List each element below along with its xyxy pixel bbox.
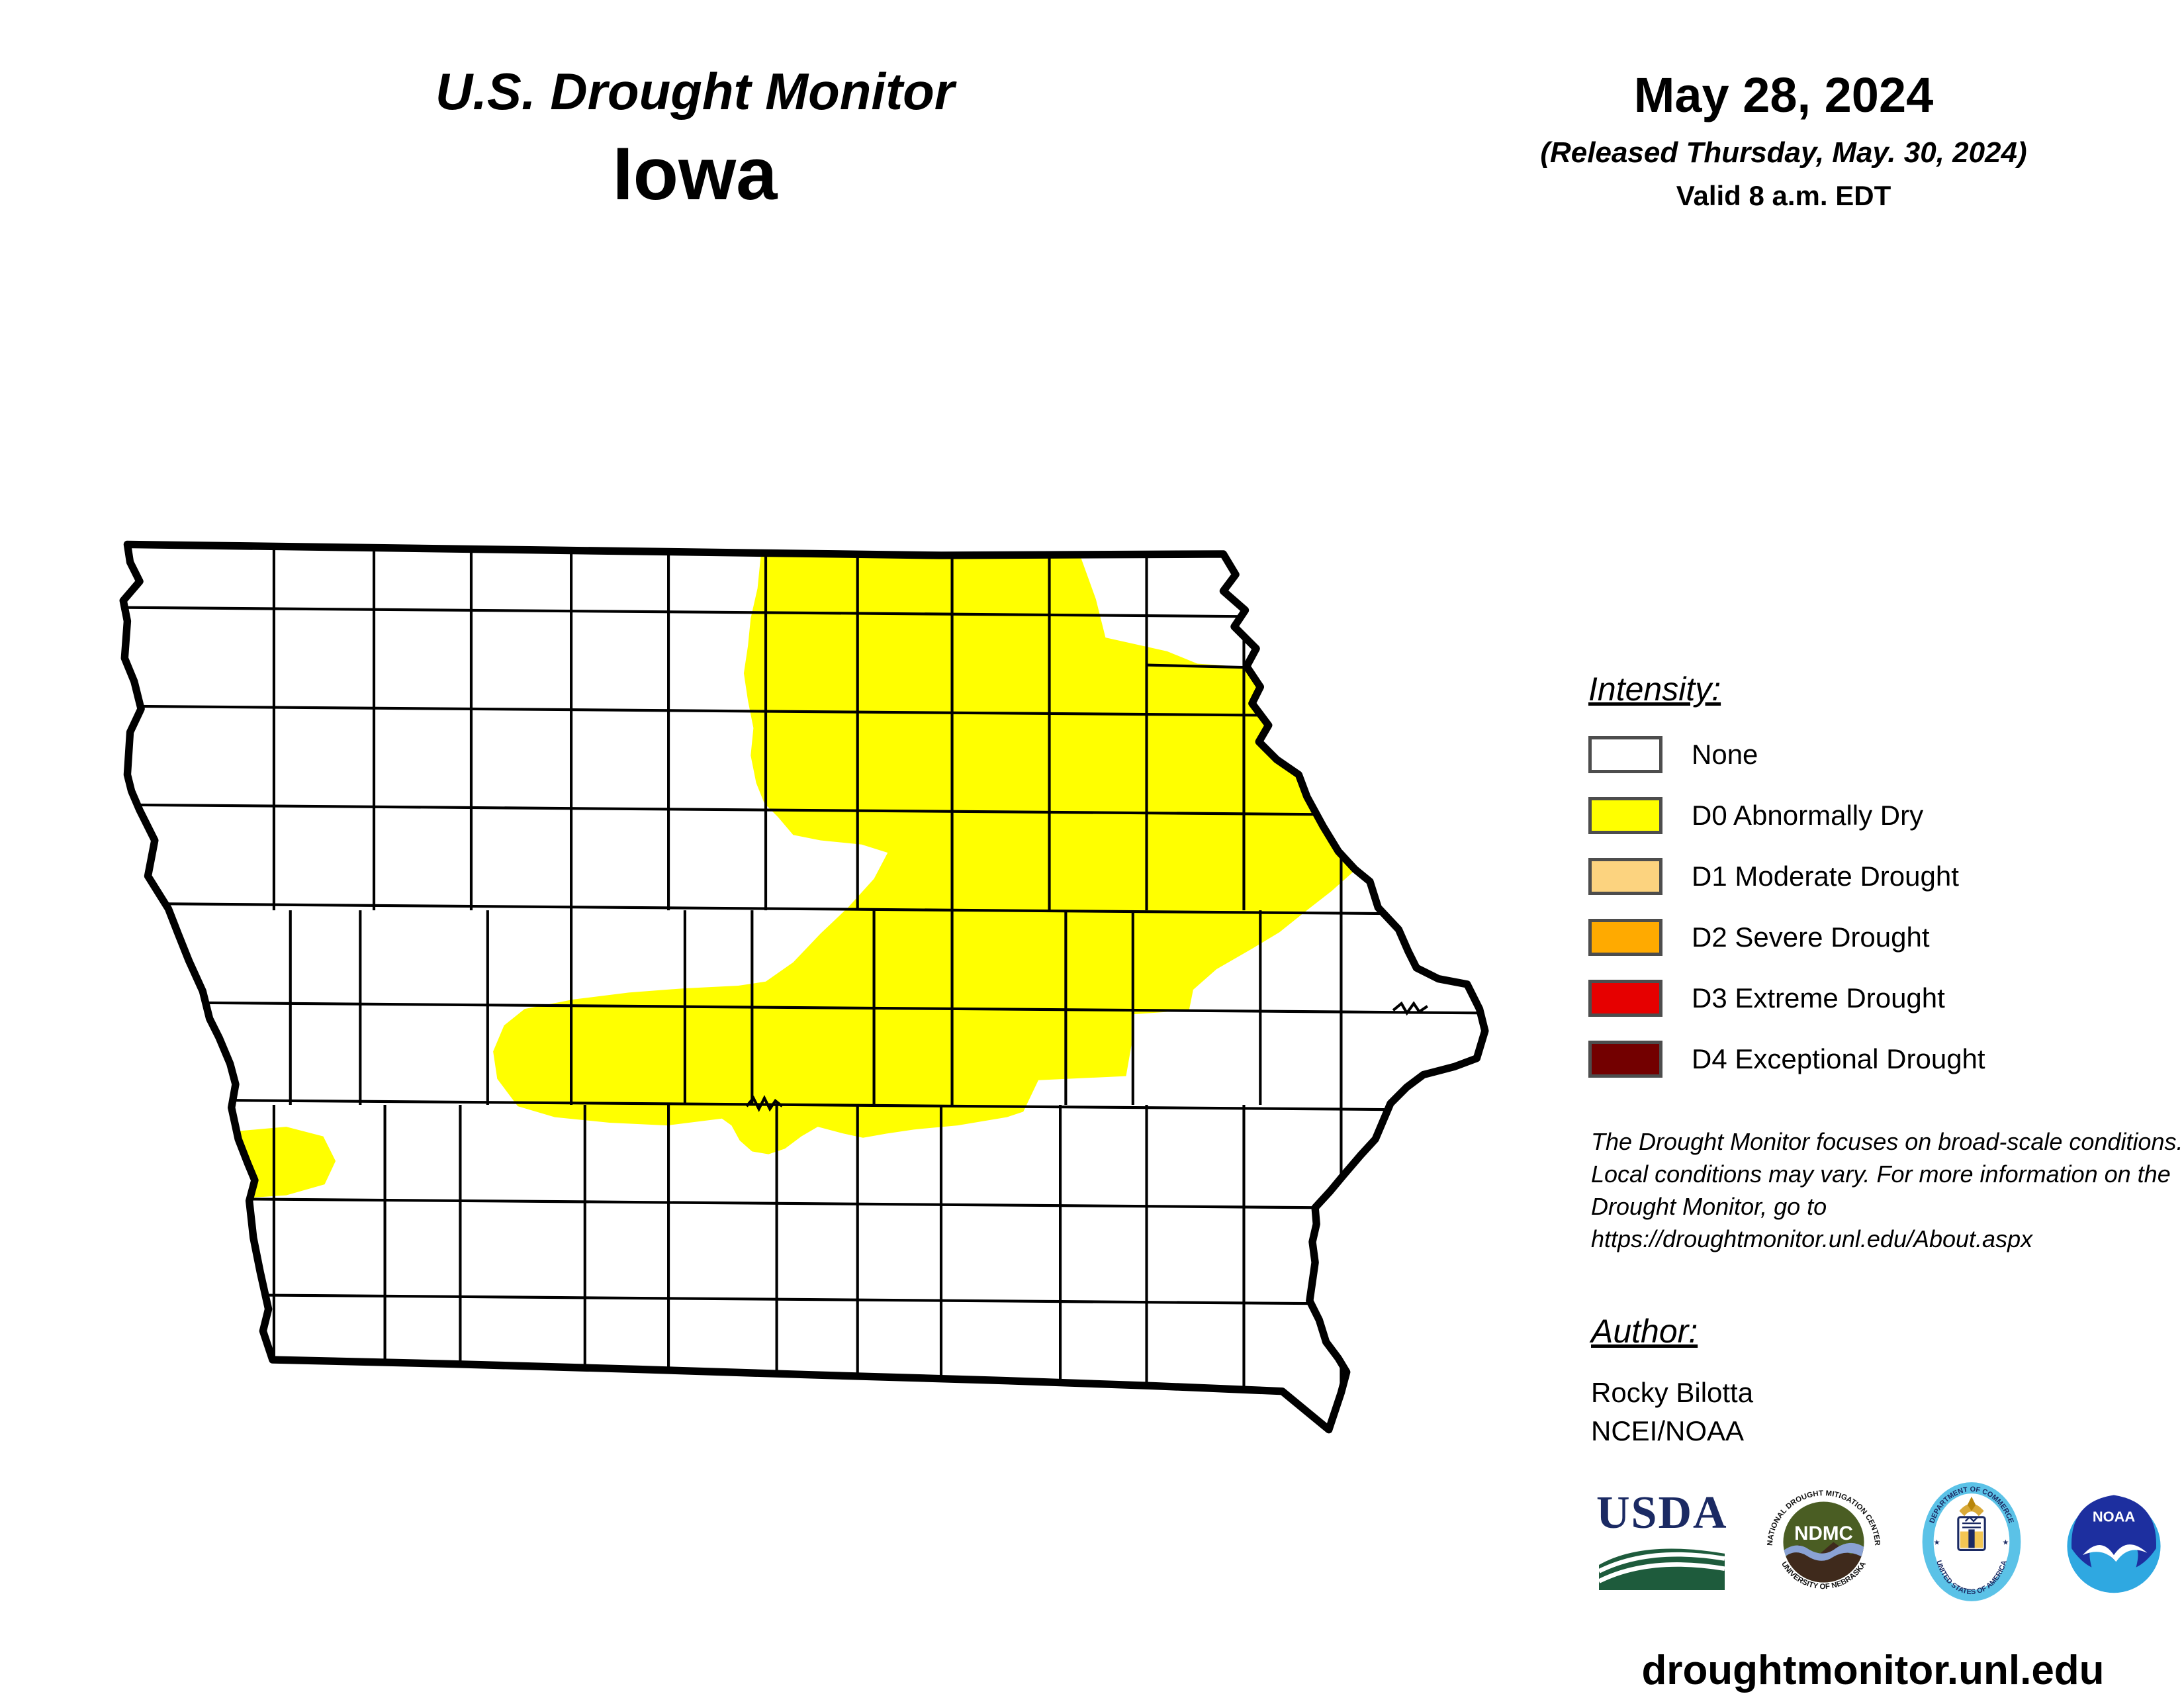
- svg-text:★: ★: [1933, 1539, 1940, 1547]
- legend-row-d4: D4 Exceptional Drought: [1588, 1039, 1985, 1079]
- footer-url: droughtmonitor.unl.edu: [1641, 1648, 2105, 1693]
- swatch-none: [1588, 736, 1662, 773]
- svg-text:★: ★: [2002, 1539, 2009, 1547]
- swatch-d0: [1588, 797, 1662, 834]
- iowa-map-svg: [119, 540, 1489, 1434]
- legend: Intensity: None D0 Abnormally Dry D1 Mod…: [1588, 670, 1985, 1100]
- legend-row-d2: D2 Severe Drought: [1588, 918, 1985, 957]
- usda-swoosh-icon: [1599, 1548, 1725, 1590]
- noaa-logo-text: NOAA: [2092, 1509, 2135, 1525]
- usda-logo-text: USDA: [1596, 1487, 1728, 1538]
- ndmc-logo-text: NDMC: [1794, 1522, 1853, 1544]
- page-title: U.S. Drought Monitor: [435, 62, 955, 120]
- legend-label: D2 Severe Drought: [1692, 921, 1930, 953]
- author-name: Rocky Bilotta: [1591, 1377, 1754, 1408]
- d0-region-west: [237, 1127, 336, 1198]
- state-title: Iowa: [612, 132, 778, 215]
- map-date: May 28, 2024: [1633, 68, 1934, 122]
- legend-row-none: None: [1588, 735, 1985, 775]
- swatch-d4: [1588, 1041, 1662, 1078]
- state-outline: [119, 540, 1489, 1434]
- noaa-logo: NOAA: [2067, 1495, 2161, 1593]
- legend-label: D0 Abnormally Dry: [1692, 800, 1924, 831]
- usda-logo: USDA: [1596, 1490, 1728, 1593]
- swatch-d3: [1588, 980, 1662, 1017]
- legend-row-d3: D3 Extreme Drought: [1588, 978, 1985, 1018]
- ndmc-logo: NDMC NATIONAL DROUGHT MITIGATION CENTER …: [1766, 1489, 1881, 1591]
- county-grid: [123, 544, 1485, 1430]
- swatch-d1: [1588, 858, 1662, 895]
- legend-label: D1 Moderate Drought: [1692, 861, 1959, 892]
- legend-label: D4 Exceptional Drought: [1692, 1043, 1985, 1074]
- legend-label: None: [1692, 739, 1758, 770]
- title-block: U.S. Drought Monitor Iowa: [265, 58, 1125, 220]
- iowa-drought-map: [119, 536, 1489, 1436]
- agency-logos: USDA NDMC NATIONAL DROUGHT MITIGATION CE…: [1596, 1480, 2169, 1603]
- d0-region-central: [493, 547, 1357, 1154]
- legend-label: D3 Extreme Drought: [1692, 982, 1945, 1013]
- release-date: (Released Thursday, May. 30, 2024): [1540, 136, 2027, 169]
- legend-heading: Intensity:: [1588, 671, 1721, 708]
- swatch-d2: [1588, 919, 1662, 956]
- disclaimer-text: The Drought Monitor focuses on broad-sca…: [1591, 1128, 2183, 1252]
- date-block: May 28, 2024 (Released Thursday, May. 30…: [1423, 66, 2144, 213]
- author-heading: Author:: [1591, 1313, 1698, 1350]
- valid-time: Valid 8 a.m. EDT: [1676, 180, 1891, 211]
- author-block: Author: Rocky Bilotta NCEI/NOAA: [1591, 1312, 1753, 1448]
- legend-row-d1: D1 Moderate Drought: [1588, 857, 1985, 896]
- commerce-logo: DEPARTMENT OF COMMERCE UNITED STATES OF …: [1922, 1482, 2021, 1601]
- legend-row-d0: D0 Abnormally Dry: [1588, 796, 1985, 835]
- author-org: NCEI/NOAA: [1591, 1415, 1745, 1446]
